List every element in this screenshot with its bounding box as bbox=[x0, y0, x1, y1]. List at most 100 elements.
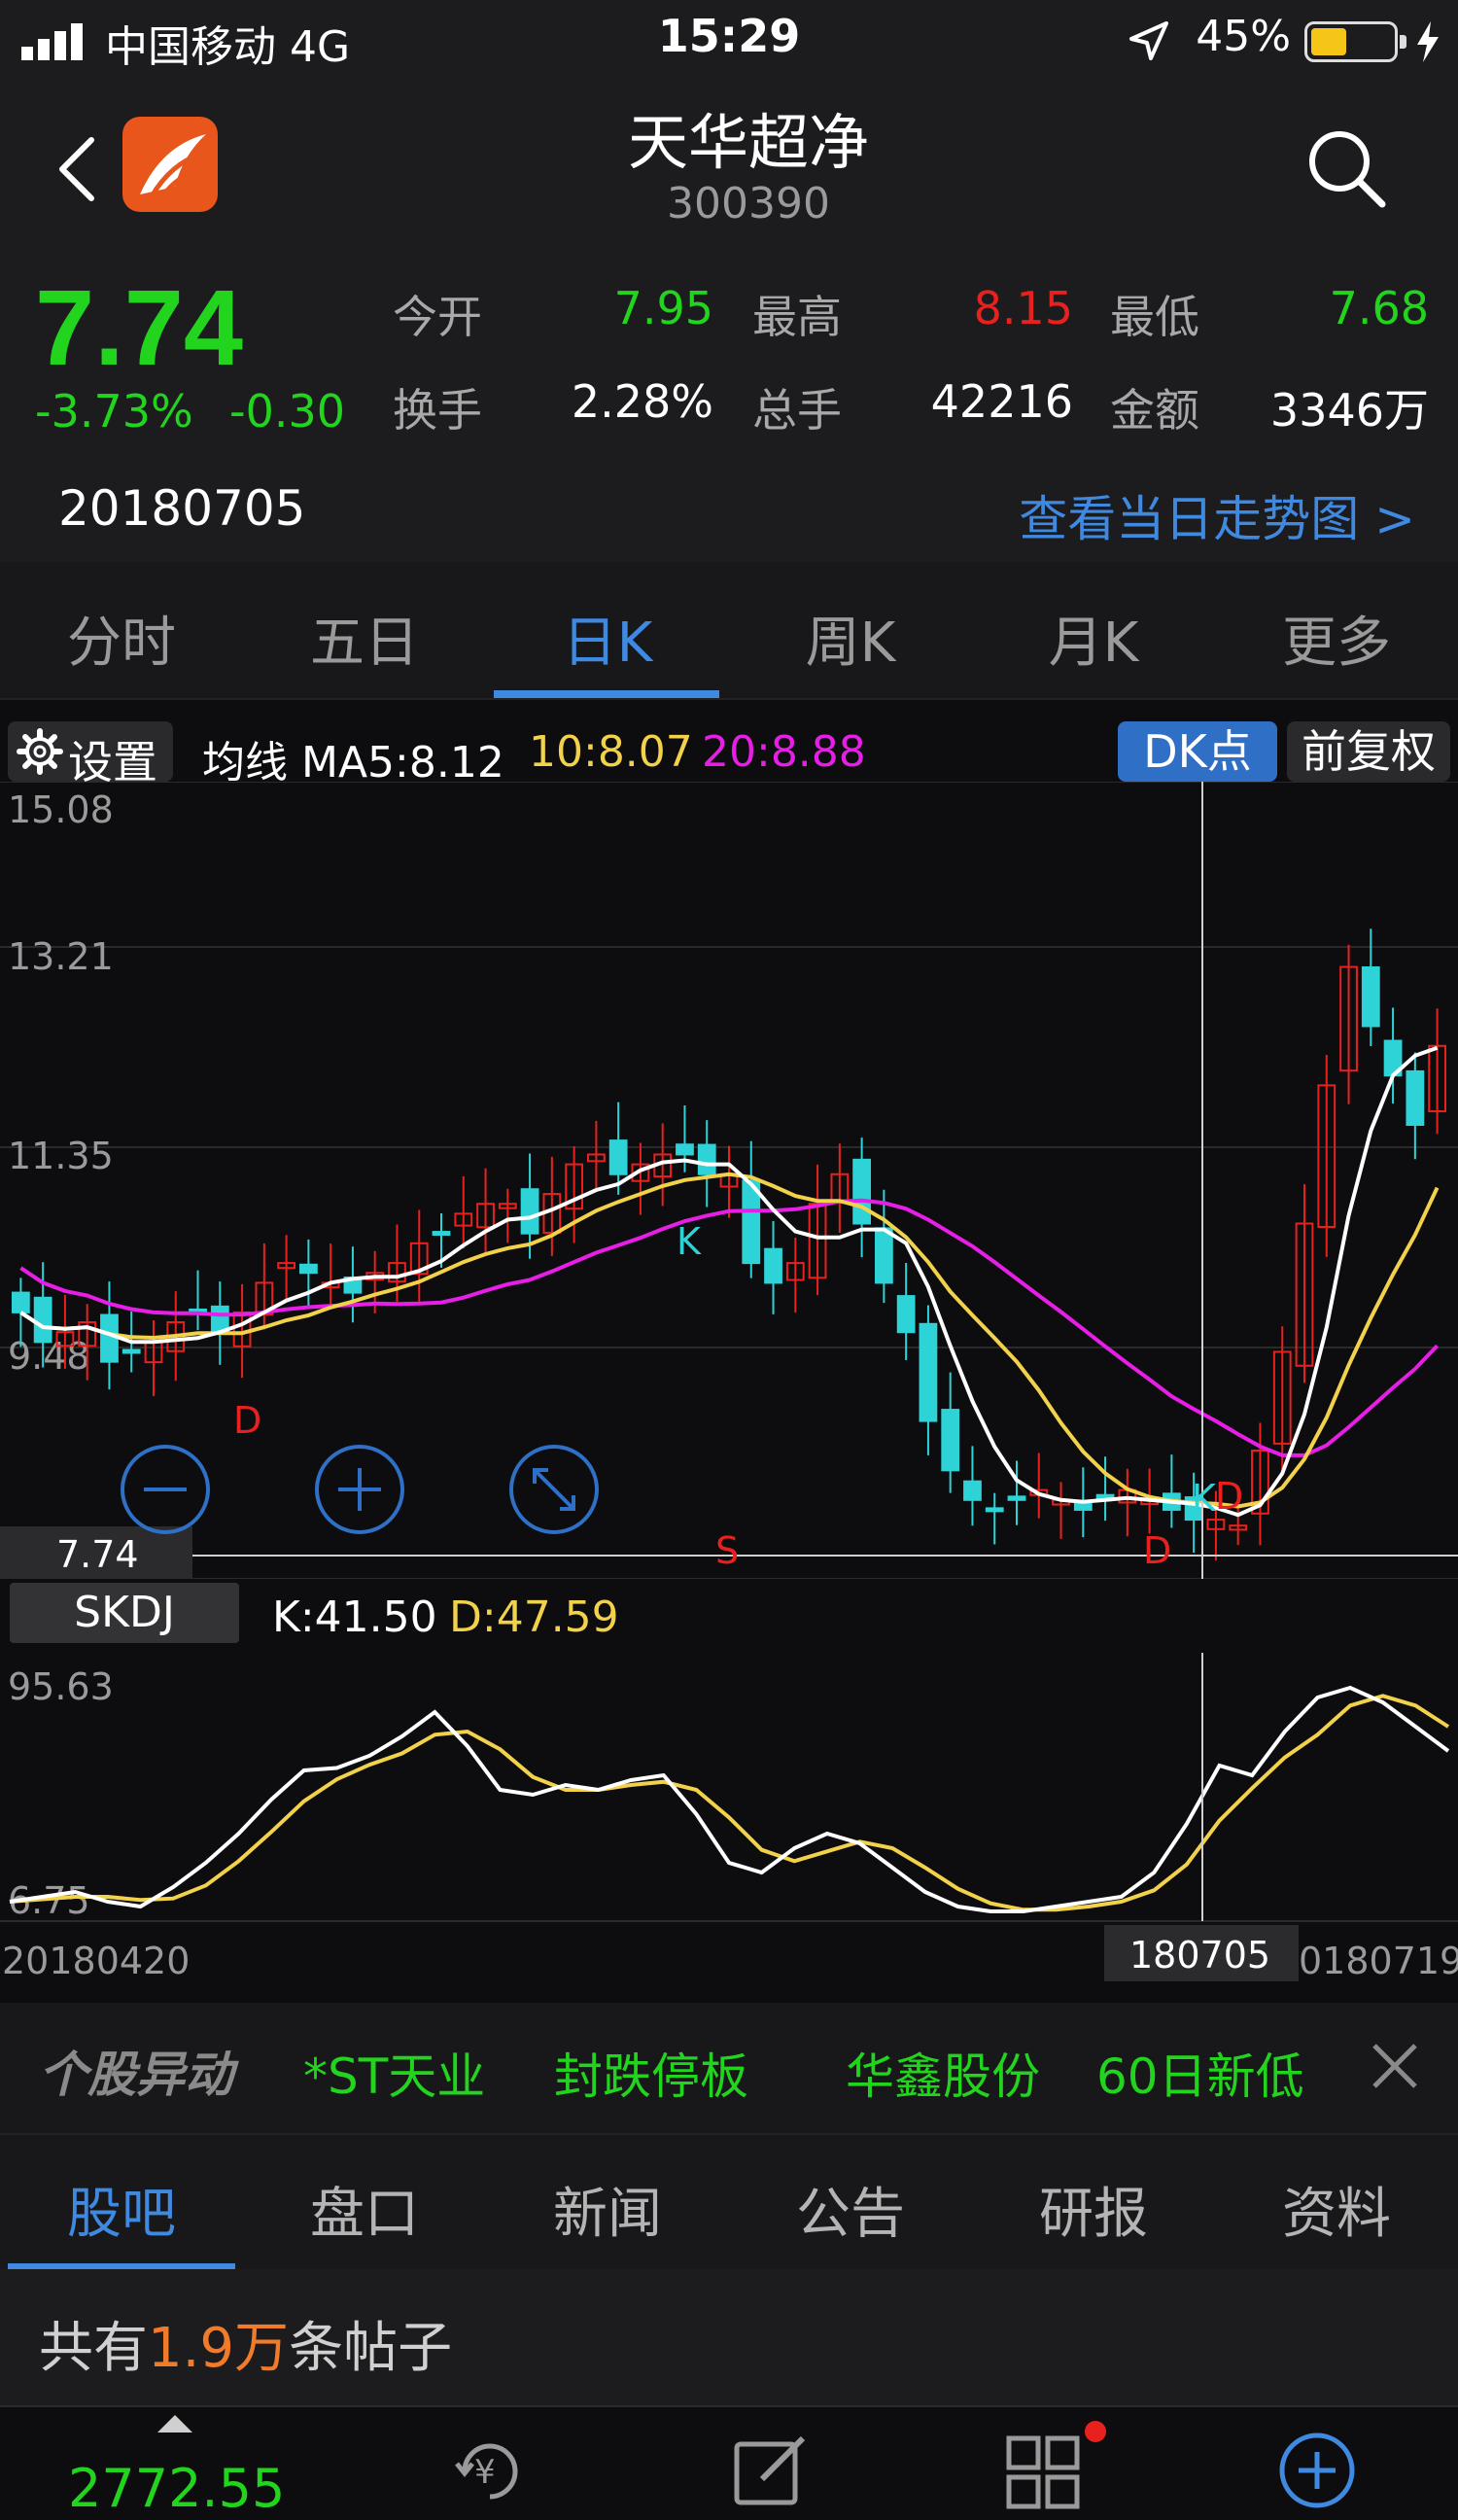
candle-body bbox=[1406, 1069, 1425, 1126]
caret-up-icon[interactable] bbox=[157, 2413, 192, 2432]
amount-label: 金额 bbox=[1110, 384, 1199, 437]
settings-label: 设置 bbox=[68, 736, 157, 788]
carrier-label: 中国移动 4G bbox=[105, 22, 351, 72]
header: 天华超净 300390 bbox=[0, 82, 1458, 255]
skdj-d-line bbox=[9, 1694, 1450, 1912]
tab-weekly-k[interactable]: 周K bbox=[805, 612, 896, 675]
post-count-text: 共有1.9万条帖子 bbox=[39, 2304, 452, 2383]
y-tick-label: 13.21 bbox=[8, 935, 114, 978]
tab-monthly-k[interactable]: 月K bbox=[1048, 612, 1139, 675]
change-percent: -3.73% bbox=[35, 385, 193, 438]
candle-body bbox=[919, 1322, 938, 1422]
candle-body bbox=[299, 1263, 318, 1275]
skdj-y-max: 95.63 bbox=[8, 1665, 114, 1708]
candle-body bbox=[100, 1313, 119, 1363]
view-trend-link[interactable]: 查看当日走势图 > bbox=[1019, 491, 1415, 547]
signal-icon bbox=[21, 23, 83, 60]
add-watchlist-icon[interactable] bbox=[1273, 2427, 1361, 2514]
candle-body bbox=[852, 1158, 872, 1225]
candle-body bbox=[1272, 1350, 1292, 1445]
signal-d-label: D bbox=[1143, 1529, 1171, 1572]
tab-announcements[interactable]: 公告 bbox=[796, 2183, 905, 2246]
skdj-k-line bbox=[9, 1685, 1450, 1913]
zoom-out-icon[interactable] bbox=[121, 1445, 210, 1534]
tab-profile[interactable]: 资料 bbox=[1282, 2183, 1391, 2246]
cursor-date: 180705 bbox=[1129, 1934, 1270, 1977]
close-icon[interactable] bbox=[1361, 2032, 1429, 2100]
candle-body bbox=[498, 1203, 517, 1209]
tab-news[interactable]: 新闻 bbox=[553, 2183, 662, 2246]
app-logo[interactable] bbox=[122, 117, 218, 212]
signal-k-label: K bbox=[677, 1220, 702, 1263]
candle-body bbox=[785, 1262, 805, 1281]
skdj-chart[interactable]: 95.63 6.75 20180420 180705 0180719 bbox=[0, 1653, 1458, 2003]
candle-body bbox=[255, 1281, 274, 1316]
candle-body bbox=[33, 1296, 52, 1344]
candle-body bbox=[476, 1203, 495, 1229]
quote-date: 20180705 bbox=[58, 480, 306, 537]
post-count-number: 1.9万 bbox=[148, 2317, 290, 2380]
candle-body bbox=[1007, 1495, 1026, 1501]
turnover-label: 换手 bbox=[393, 384, 482, 437]
x-start-date: 20180420 bbox=[2, 1940, 190, 1982]
kline-chart[interactable]: 15.08 13.21 11.35 9.48 7.74 K D K D S D bbox=[0, 782, 1458, 1579]
tab-research[interactable]: 研报 bbox=[1039, 2183, 1148, 2246]
settings-button[interactable]: 设置 bbox=[8, 721, 173, 788]
candles bbox=[12, 928, 1446, 1560]
skdj-k-text: K:41.50 bbox=[272, 1592, 437, 1642]
skdj-button[interactable]: SKDJ bbox=[10, 1583, 239, 1643]
battery-icon bbox=[1304, 21, 1406, 62]
edit-icon[interactable] bbox=[727, 2427, 815, 2514]
candle-body bbox=[388, 1262, 406, 1283]
tab-forum[interactable]: 股吧 bbox=[67, 2183, 176, 2246]
ma20-text: 20:8.88 bbox=[702, 727, 866, 777]
ma5-text: 均线 MA5:8.12 bbox=[202, 738, 504, 788]
candle-body bbox=[676, 1143, 694, 1156]
search-icon[interactable] bbox=[1302, 124, 1390, 212]
battery-percent: 45% bbox=[1196, 12, 1291, 61]
y-tick-label: 15.08 bbox=[8, 788, 114, 831]
tab-orderbook[interactable]: 盘口 bbox=[310, 2183, 419, 2246]
current-price: 7.74 bbox=[35, 268, 244, 388]
candle-body bbox=[1295, 1222, 1314, 1367]
ticker-item[interactable]: *ST天业 bbox=[303, 2048, 486, 2105]
candle-body bbox=[277, 1262, 296, 1270]
ticker-item[interactable]: 华鑫股份 bbox=[846, 2048, 1040, 2105]
candle-body bbox=[1251, 1450, 1269, 1515]
candle-body bbox=[12, 1291, 30, 1313]
ma-bar: 设置 均线 MA5:8.12 10:8.07 20:8.88 DK点 前复权 bbox=[0, 708, 1458, 788]
ticker-item[interactable]: 封跌停板 bbox=[554, 2048, 748, 2105]
back-icon[interactable] bbox=[49, 130, 107, 208]
index-value[interactable]: 2772.55 bbox=[68, 2458, 286, 2519]
tab-five-day[interactable]: 五日 bbox=[310, 612, 419, 675]
trade-yuan-icon[interactable]: ¥ bbox=[445, 2427, 533, 2514]
stock-name: 天华超净 bbox=[627, 107, 869, 178]
charging-icon bbox=[1417, 21, 1439, 62]
zoom-in-icon[interactable] bbox=[315, 1445, 404, 1534]
active-tab-indicator bbox=[494, 690, 719, 698]
dk-point-button[interactable]: DK点 bbox=[1118, 721, 1277, 782]
grid-apps-icon[interactable] bbox=[1001, 2427, 1089, 2514]
tab-daily-k[interactable]: 日K bbox=[562, 612, 653, 675]
stock-alert-ticker: 个股异动 *ST天业 封跌停板 华鑫股份 60日新低 bbox=[0, 2003, 1458, 2133]
fullscreen-icon[interactable] bbox=[509, 1445, 599, 1534]
ticker-item[interactable]: 60日新低 bbox=[1096, 2048, 1304, 2105]
wing-logo-icon bbox=[140, 134, 206, 200]
volume-value: 42216 bbox=[930, 375, 1073, 428]
candle-body bbox=[764, 1247, 782, 1284]
tab-intraday[interactable]: 分时 bbox=[67, 612, 176, 675]
low-value: 7.68 bbox=[1329, 282, 1429, 334]
change-amount: -0.30 bbox=[229, 385, 346, 438]
candle-body bbox=[742, 1179, 761, 1265]
candle-body bbox=[1317, 1084, 1336, 1229]
post-count-suffix: 条帖子 bbox=[289, 2317, 453, 2380]
post-count-row: 共有1.9万条帖子 bbox=[0, 2269, 1458, 2405]
tab-more[interactable]: 更多 bbox=[1282, 612, 1391, 675]
signal-k-label: K bbox=[1192, 1477, 1217, 1520]
candle-body bbox=[875, 1227, 893, 1284]
low-label: 最低 bbox=[1110, 291, 1199, 343]
period-tabs: 分时 五日 日K 周K 月K 更多 bbox=[0, 562, 1458, 700]
chart-area[interactable]: 设置 均线 MA5:8.12 10:8.07 20:8.88 DK点 前复权 1… bbox=[0, 700, 1458, 2003]
forward-adjust-button[interactable]: 前复权 bbox=[1287, 721, 1450, 782]
gear-icon bbox=[17, 728, 63, 775]
